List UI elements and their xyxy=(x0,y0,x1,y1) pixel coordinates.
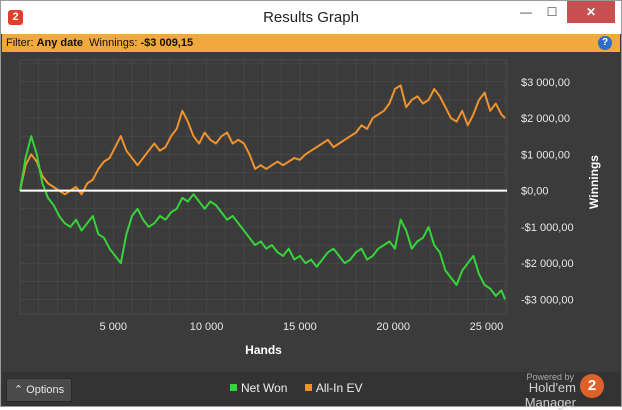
chart-area: $3 000,00 $2 000,00 $1 000,00 $0,00 -$1 000,… xyxy=(2,52,620,372)
plot-frame xyxy=(19,59,508,315)
x-tick-label: 25 000 xyxy=(470,321,504,333)
net-won-line xyxy=(19,135,507,300)
y-tick-label: $0,00 xyxy=(521,186,549,198)
bottom-bar: ⌃ Options Net Won All-In EV Powered by H… xyxy=(2,372,620,410)
y-tick-label: $2 000,00 xyxy=(521,113,570,125)
x-tick-label: 10 000 xyxy=(190,321,224,333)
y-tick-label: -$2 000,00 xyxy=(521,258,574,270)
holdem-manager-brand-icon: 2 xyxy=(580,374,604,398)
legend-label-net-won: Net Won xyxy=(241,381,288,395)
legend-item-all-in-ev[interactable]: All-In EV xyxy=(304,381,363,395)
x-tick-label: 15 000 xyxy=(283,321,317,333)
filter-value[interactable]: Any date xyxy=(36,37,84,49)
legend-item-net-won[interactable]: Net Won xyxy=(230,381,287,395)
winnings-value: -$3 009,15 xyxy=(140,37,194,49)
x-tick-label: 5 000 xyxy=(100,321,128,333)
filter-label: Filter: xyxy=(6,37,37,49)
chart-legend: Net Won All-In EV xyxy=(230,381,377,395)
options-button[interactable]: ⌃ Options xyxy=(6,378,72,402)
x-axis-title: Hands xyxy=(245,343,282,357)
y-tick-label: $1 000,00 xyxy=(521,149,570,161)
all-in-ev-swatch xyxy=(304,384,312,391)
title-bar: 2 Results Graph — ☐ ✕ xyxy=(1,1,621,34)
y-tick-label: -$1 000,00 xyxy=(521,222,574,234)
maximize-button[interactable]: ☐ xyxy=(546,5,558,19)
y-tick-label: $3 000,00 xyxy=(521,77,570,89)
all-in-ev-line xyxy=(19,84,506,196)
window-title: Results Graph xyxy=(263,9,359,26)
filter-bar: Filter: Any date Winnings: -$3 009,15 ? xyxy=(2,34,620,52)
powered-by-label: Powered by xyxy=(526,372,574,382)
legend-label-all-in-ev: All-In EV xyxy=(315,381,363,395)
net-won-swatch xyxy=(230,384,237,391)
results-chart: $3 000,00 $2 000,00 $1 000,00 $0,00 -$1 000,… xyxy=(19,59,601,357)
y-axis-title: Winnings xyxy=(587,155,601,209)
brand-name: Hold'em Manager xyxy=(524,380,576,410)
y-tick-label: -$3 000,00 xyxy=(521,294,574,306)
winnings-label: Winnings: xyxy=(83,37,141,49)
help-icon[interactable]: ? xyxy=(598,36,612,50)
x-tick-label: 20 000 xyxy=(376,321,410,333)
minimize-button[interactable]: — xyxy=(520,5,532,19)
holdem-manager-logo-icon: 2 xyxy=(8,10,23,25)
close-button[interactable]: ✕ xyxy=(567,1,615,23)
